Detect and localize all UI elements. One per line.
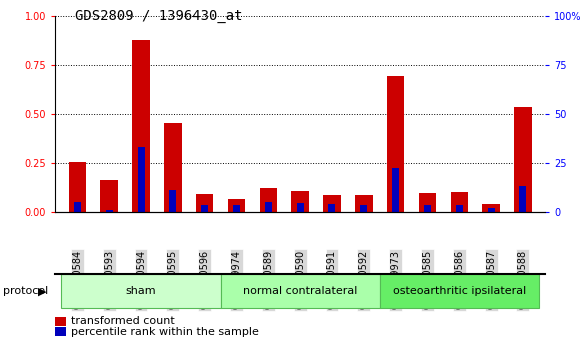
Bar <box>100 181 118 212</box>
Bar <box>233 205 240 212</box>
Bar <box>424 205 431 212</box>
Bar <box>291 191 309 212</box>
Bar <box>360 205 367 212</box>
Text: GSM200595: GSM200595 <box>168 250 178 309</box>
Text: normal contralateral: normal contralateral <box>243 286 357 296</box>
Text: GSM200587: GSM200587 <box>486 250 496 309</box>
Text: GDS2809 / 1396430_at: GDS2809 / 1396430_at <box>75 9 243 23</box>
Bar <box>296 202 304 212</box>
Bar <box>419 193 436 212</box>
Bar <box>323 195 340 212</box>
Bar <box>483 204 500 212</box>
Text: GSM200594: GSM200594 <box>136 250 146 309</box>
Bar <box>520 186 527 212</box>
Text: GSM200586: GSM200586 <box>454 250 464 309</box>
Text: protocol: protocol <box>3 286 48 296</box>
Text: percentile rank within the sample: percentile rank within the sample <box>71 327 259 337</box>
Text: GSM199973: GSM199973 <box>390 250 401 309</box>
Bar <box>137 147 144 212</box>
Text: GSM200589: GSM200589 <box>263 250 273 309</box>
Text: GSM200588: GSM200588 <box>518 250 528 309</box>
Bar <box>451 192 468 212</box>
Bar <box>169 190 176 212</box>
Bar <box>106 210 113 212</box>
Bar <box>514 107 532 212</box>
Bar <box>228 199 245 212</box>
Text: GSM200584: GSM200584 <box>72 250 82 309</box>
Bar <box>355 195 372 212</box>
Text: osteoarthritic ipsilateral: osteoarthritic ipsilateral <box>393 286 526 296</box>
Bar <box>260 188 277 212</box>
Text: GSM200585: GSM200585 <box>422 250 433 309</box>
Text: GSM200593: GSM200593 <box>104 250 114 309</box>
Text: GSM200596: GSM200596 <box>200 250 210 309</box>
Text: transformed count: transformed count <box>71 316 175 326</box>
Bar <box>456 205 463 212</box>
Text: GSM200590: GSM200590 <box>295 250 305 309</box>
Text: sham: sham <box>126 286 157 296</box>
Bar <box>387 76 404 212</box>
Bar <box>74 201 81 212</box>
Bar <box>488 209 495 212</box>
Bar <box>164 123 182 212</box>
Bar <box>201 205 208 212</box>
Text: GSM200591: GSM200591 <box>327 250 337 309</box>
Bar <box>68 162 86 212</box>
Bar <box>132 40 150 212</box>
Bar <box>392 168 399 212</box>
Text: ▶: ▶ <box>38 286 46 296</box>
Text: GSM199974: GSM199974 <box>231 250 241 309</box>
Text: GSM200592: GSM200592 <box>359 250 369 309</box>
Bar <box>265 201 272 212</box>
Bar <box>196 194 213 212</box>
Bar <box>328 204 335 212</box>
